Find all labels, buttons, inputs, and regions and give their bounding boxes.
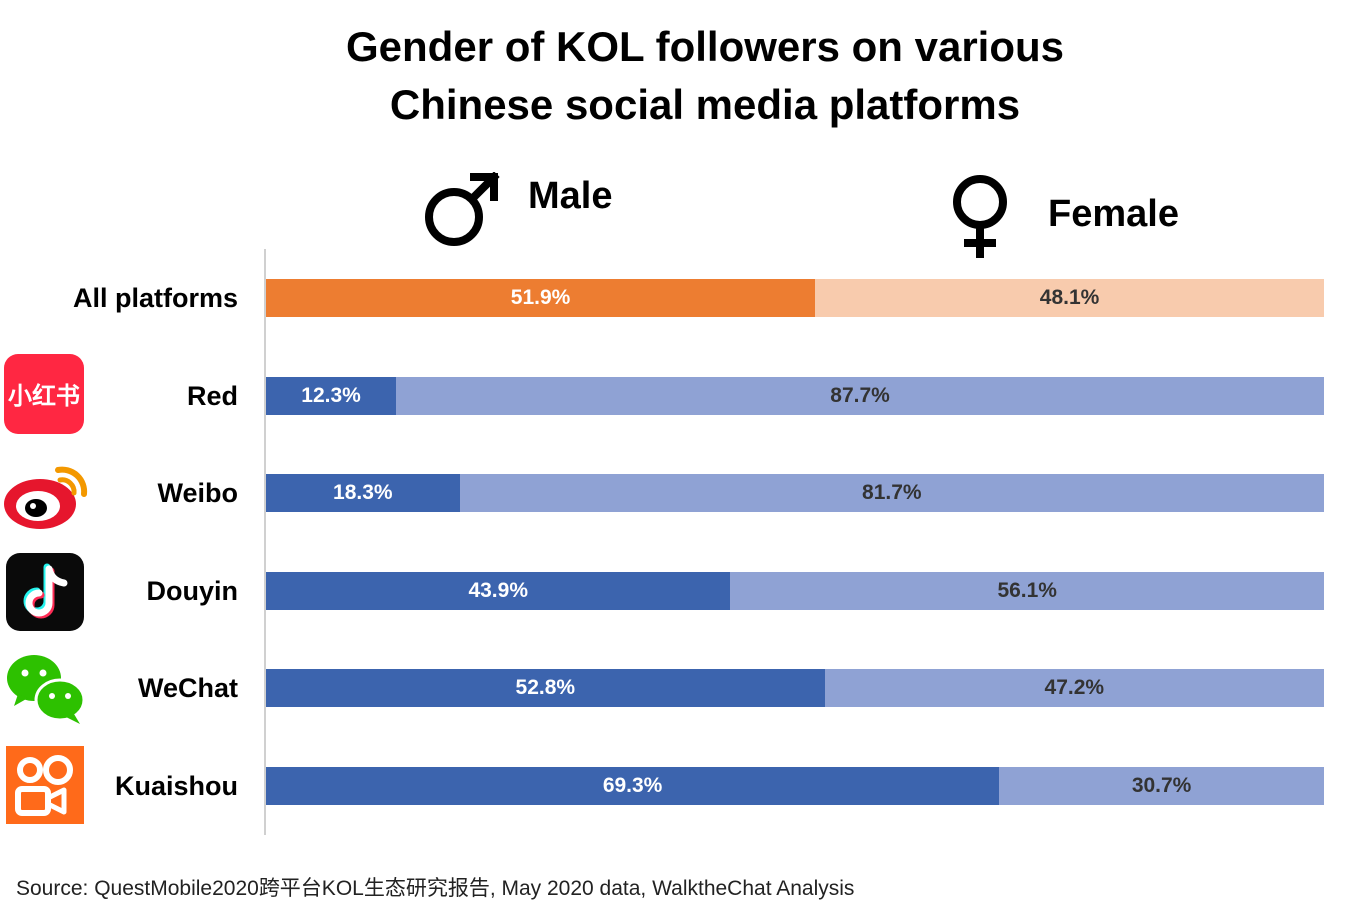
category-label: Red [186,381,238,411]
chart-title: Gender of KOL followers on various Chine… [0,18,1346,134]
female-bar: 81.7% [459,474,1324,512]
data-label: 43.9% [468,579,528,602]
category-label: All platforms [72,283,238,313]
category-label: WeChat [137,673,238,703]
data-label: 52.8% [515,676,576,699]
male-bar: 43.9% [266,572,731,610]
douyin-logo-icon [6,553,84,631]
data-label: 51.9% [510,286,571,309]
male-bar: 51.9% [266,279,816,317]
male-bar: 18.3% [266,474,460,512]
data-label: 30.7% [1131,774,1192,797]
female-bar: 87.7% [396,377,1324,415]
category-label: Kuaishou [114,771,238,801]
data-label: 81.7% [862,481,922,504]
legend-male: Male [422,172,612,248]
data-label: 69.3% [602,774,663,797]
female-bar: 48.1% [815,279,1324,317]
category-label: Weibo [157,478,239,508]
category-label: Douyin [146,576,239,606]
kuaishou-logo-icon [6,746,84,824]
male-bar: 12.3% [266,377,397,415]
data-label: 12.3% [301,384,361,407]
male-bar: 52.8% [266,669,825,707]
chart-title-line-2: Chinese social media platforms [389,81,1021,128]
y-axis-line [264,249,266,835]
wechat-logo-icon [7,655,86,724]
male-symbol-icon [425,172,500,246]
female-symbol-icon [953,175,1007,258]
weibo-logo-icon [4,466,88,529]
data-label: 47.2% [1044,676,1105,699]
data-label: 48.1% [1039,286,1100,309]
male-bar: 69.3% [266,767,1000,805]
female-bar: 47.2% [824,669,1324,707]
legend-female-label: Female [1048,192,1179,235]
data-label: 56.1% [997,579,1057,602]
legend-female: Female [950,172,1179,262]
female-bar: 30.7% [999,767,1324,805]
source-note: Source: QuestMobile2020跨平台KOL生态研究报告, May… [16,877,855,900]
chart-title-line-1: Gender of KOL followers on various [346,23,1064,70]
female-bar: 56.1% [730,572,1324,610]
data-label: 87.7% [830,384,890,407]
data-label: 18.3% [333,481,393,504]
legend-male-label: Male [528,174,613,217]
xiaohongshu-logo-icon: 小红书 [4,354,84,434]
xiaohongshu-logo-text: 小红书 [8,382,80,410]
